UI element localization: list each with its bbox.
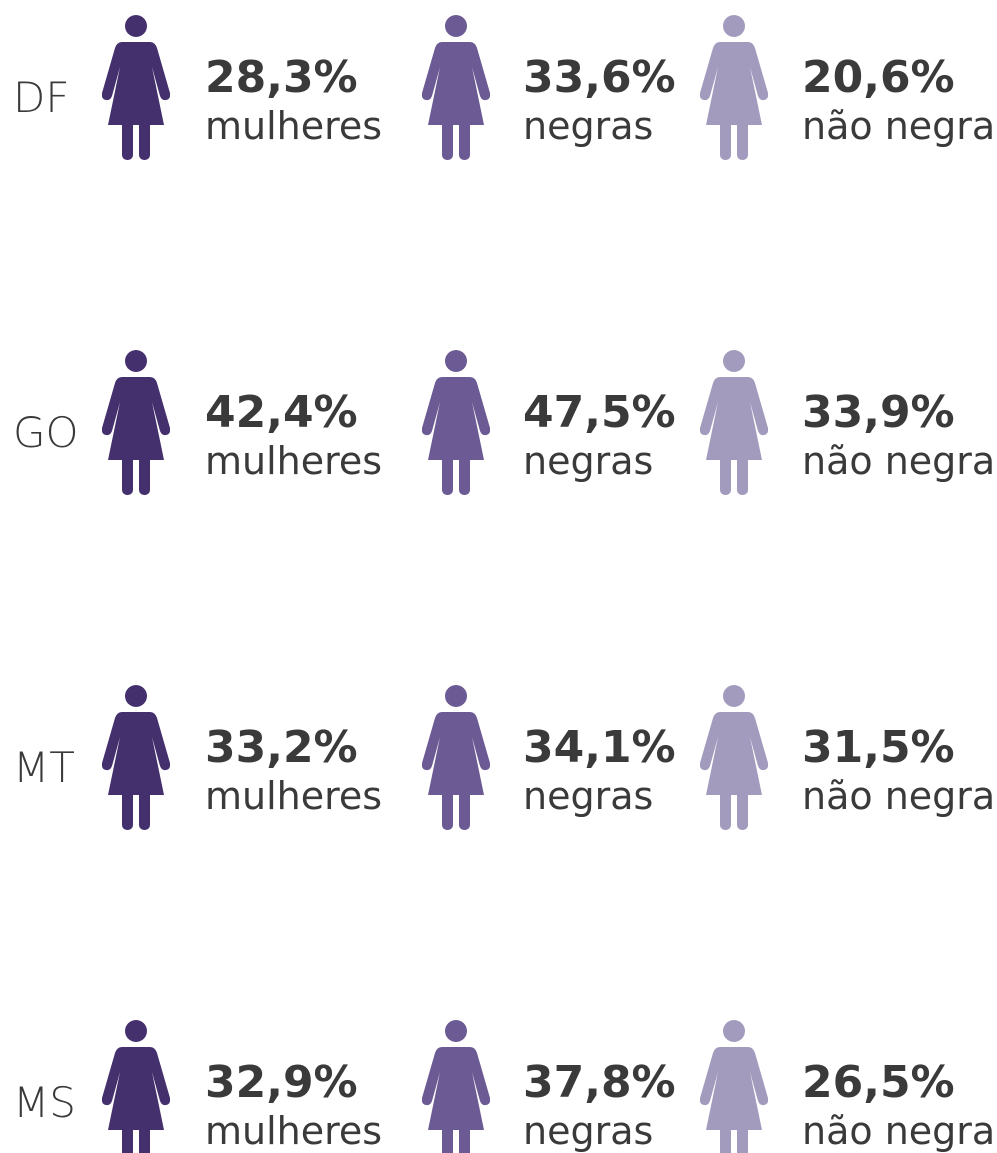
percentage: 32,9% (205, 1057, 358, 1108)
group-label: mulheres (205, 774, 382, 818)
woman-icon (102, 350, 170, 495)
woman-icon (422, 350, 490, 495)
woman-icon (422, 1020, 490, 1153)
woman-icon (102, 685, 170, 830)
percentage: 47,5% (523, 387, 676, 438)
percentage: 34,1% (523, 722, 676, 773)
group-label: mulheres (205, 104, 382, 148)
percentage: 20,6% (802, 52, 955, 103)
woman-icon (422, 15, 490, 160)
woman-icon (700, 15, 768, 160)
group-label: não negras (802, 774, 997, 818)
percentage: 37,8% (523, 1057, 676, 1108)
group-label: não negras (802, 1109, 997, 1153)
state-label: MT (13, 743, 75, 792)
group-label: negras (523, 774, 653, 818)
woman-icon (700, 1020, 768, 1153)
state-label: DF (13, 73, 70, 122)
group-label: negras (523, 439, 653, 483)
group-label: negras (523, 1109, 653, 1153)
percentage: 28,3% (205, 52, 358, 103)
percentage: 26,5% (802, 1057, 955, 1108)
woman-icon (700, 685, 768, 830)
group-label: mulheres (205, 439, 382, 483)
percentage: 31,5% (802, 722, 955, 773)
group-label: não negras (802, 439, 997, 483)
percentage: 42,4% (205, 387, 358, 438)
percentage: 33,2% (205, 722, 358, 773)
woman-icon (102, 15, 170, 160)
woman-icon (422, 685, 490, 830)
state-label: MS (13, 1078, 76, 1127)
group-label: não negras (802, 104, 997, 148)
percentage: 33,9% (802, 387, 955, 438)
group-label: negras (523, 104, 653, 148)
woman-icon (700, 350, 768, 495)
group-label: mulheres (205, 1109, 382, 1153)
percentage: 33,6% (523, 52, 676, 103)
woman-icon (102, 1020, 170, 1153)
state-label: GO (13, 408, 79, 457)
